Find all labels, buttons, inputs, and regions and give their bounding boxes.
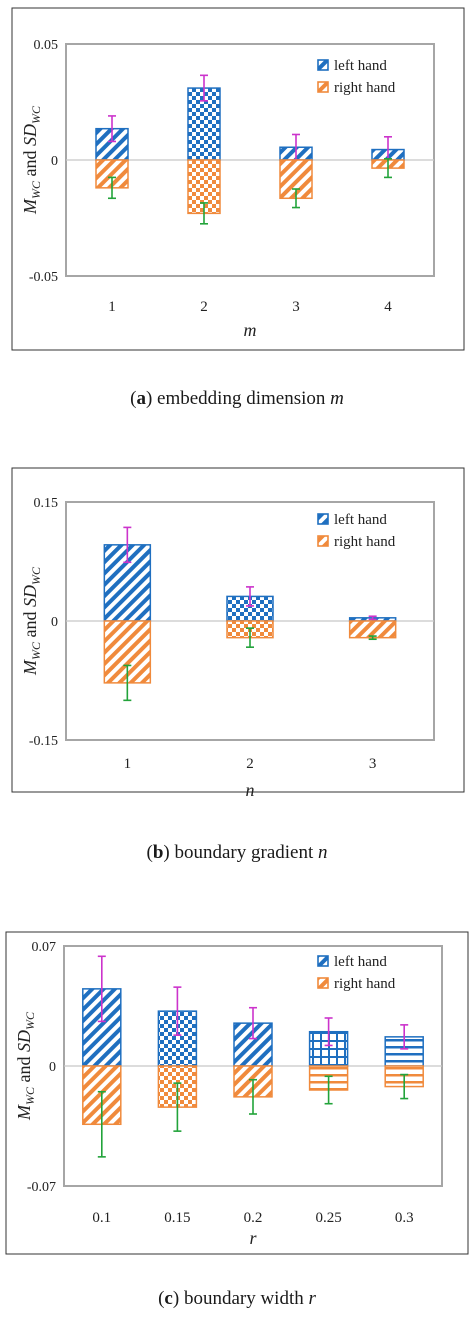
caption-a-var: m (330, 388, 344, 409)
x-tick-label: 1 (124, 756, 132, 772)
y-tick-label: 0.05 (34, 38, 59, 53)
caption-c-tag: c (164, 1288, 173, 1309)
x-tick-label: 2 (246, 756, 254, 772)
x-tick-label: 0.2 (244, 1210, 263, 1226)
x-axis-label: m (244, 320, 257, 340)
x-axis-label: r (249, 1228, 257, 1248)
x-axis-label: n (246, 780, 255, 800)
y-tick-label: 0 (51, 615, 58, 630)
legend-swatch (317, 535, 329, 547)
chart-panel-b: 0.15 0 -0.15 MWC and SDWC 1 2 3 n left hand right… (0, 460, 474, 880)
legend-swatch (317, 977, 329, 989)
caption-a-tag: a (136, 388, 146, 409)
chart-c: 0.07 0 -0.07 MWC and SDWC 0.1 0.15 0.2 0.25 0.3 r… (5, 931, 469, 1255)
legend-swatch (317, 59, 329, 71)
chart-b: 0.15 0 -0.15 MWC and SDWC 1 2 3 n left hand right… (11, 467, 465, 800)
caption-c-var: r (308, 1288, 316, 1309)
x-tick-label: 1 (108, 299, 116, 315)
y-tick-label: -0.05 (29, 270, 58, 285)
legend-swatch (317, 81, 329, 93)
x-tick-label: 0.1 (92, 1210, 111, 1226)
caption-b: (b) boundary gradient n (146, 842, 328, 863)
right-hand-bar (348, 620, 397, 639)
caption-b-text: boundary gradient (174, 842, 314, 863)
y-axis-label: MWC and SDWC (20, 566, 43, 676)
chart-panel-c: 0.07 0 -0.07 MWC and SDWC 0.1 0.15 0.2 0.25 0.3 r… (0, 920, 474, 1328)
chart-panel-a: 0.05 0 -0.05 MWC and SDWC 1 2 3 4 m left hand righ… (0, 0, 474, 430)
x-tick-label: 0.15 (164, 1210, 190, 1226)
y-axis-label: MWC and SDWC (20, 105, 43, 215)
y-tick-label: 0.07 (32, 940, 57, 955)
y-tick-label: 0 (51, 154, 58, 169)
caption-a: (a) embedding dimension m (130, 388, 344, 409)
caption-c-text: boundary width (183, 1288, 304, 1309)
legend-label: left hand (334, 954, 387, 970)
legend-swatch (317, 513, 329, 525)
y-axis-label: MWC and SDWC (14, 1011, 37, 1121)
y-tick-label: 0.15 (34, 496, 59, 511)
legend-label: right hand (334, 534, 396, 550)
y-tick-label: 0 (49, 1060, 56, 1075)
chart-a: 0.05 0 -0.05 MWC and SDWC 1 2 3 4 m left hand righ… (11, 7, 465, 351)
caption-b-var: n (318, 842, 328, 863)
y-tick-label: -0.07 (27, 1180, 56, 1195)
legend-swatch (317, 955, 329, 967)
x-tick-label: 3 (369, 756, 377, 772)
x-tick-label: 0.3 (395, 1210, 414, 1226)
x-tick-label: 4 (384, 299, 392, 315)
legend-label: right hand (334, 976, 396, 992)
x-tick-label: 3 (292, 299, 300, 315)
caption-a-text: embedding dimension (157, 388, 326, 409)
legend-label: left hand (334, 512, 387, 528)
legend-label: left hand (334, 58, 387, 74)
caption-b-tag: b (152, 842, 164, 863)
y-tick-label: -0.15 (29, 734, 58, 749)
x-tick-label: 2 (200, 299, 208, 315)
x-tick-label: 0.25 (315, 1210, 341, 1226)
legend-label: right hand (334, 80, 396, 96)
caption-c: (c) boundary width r (158, 1288, 316, 1309)
